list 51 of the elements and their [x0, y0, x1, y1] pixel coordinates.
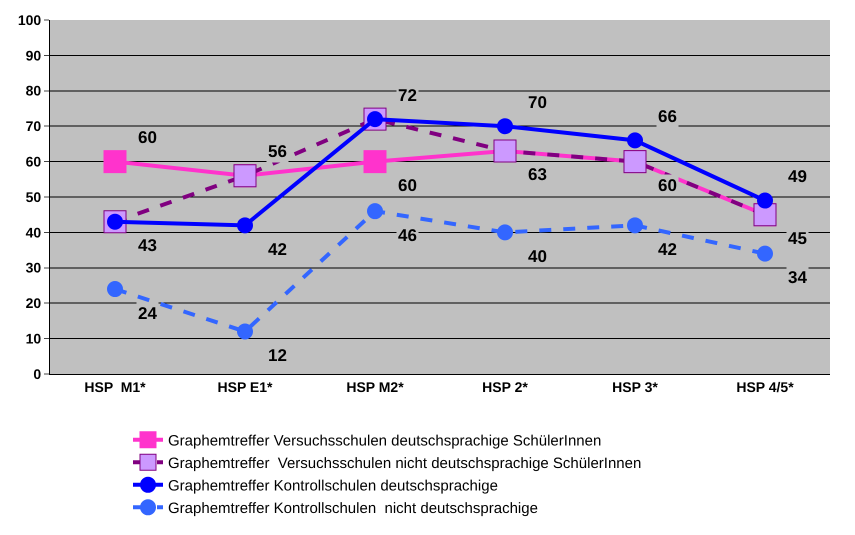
- data-label: 46: [398, 226, 417, 245]
- data-label: 60: [398, 176, 417, 195]
- data-label: 34: [788, 268, 808, 287]
- data-label: 72: [398, 86, 417, 105]
- point: [627, 132, 643, 148]
- data-label: 66: [658, 107, 677, 126]
- legend-label: Graphemtreffer Versuchsschulen nicht deutschsprachige SchülerInnen: [168, 455, 642, 472]
- y-tick-label: 40: [26, 224, 42, 240]
- point: [237, 217, 253, 234]
- x-tick-label: HSP M1*: [84, 378, 146, 395]
- y-tick-label: 30: [26, 260, 42, 276]
- data-label: 43: [138, 236, 157, 255]
- data-label: 40: [528, 247, 547, 266]
- x-tick-label: HSP 3*: [612, 378, 658, 395]
- point: [237, 324, 253, 340]
- data-label: 49: [788, 167, 807, 186]
- data-label: 12: [268, 346, 287, 365]
- y-tick-label: 80: [26, 82, 42, 99]
- y-tick-label: 50: [26, 188, 42, 205]
- legend-label: Graphemtreffer Versuchsschulen deutschsprachige SchülerInnen: [168, 432, 602, 450]
- x-tick-label: HSP E1*: [218, 378, 274, 395]
- point: [364, 150, 386, 174]
- point: [497, 118, 513, 134]
- data-label: 42: [658, 240, 677, 259]
- data-label: 70: [528, 93, 547, 112]
- y-tick-label: 60: [26, 154, 42, 170]
- data-label: 45: [788, 229, 807, 248]
- point: [367, 203, 383, 220]
- x-tick-label: HSP 4/5*: [736, 378, 794, 395]
- y-tick-label: 70: [26, 118, 42, 134]
- point: [757, 246, 773, 262]
- x-tick-label: HSP M2*: [346, 378, 404, 395]
- y-tick-label: 0: [33, 366, 42, 382]
- y-tick-label: 20: [26, 295, 42, 312]
- data-label: 42: [268, 240, 287, 259]
- y-tick-label: 10: [26, 330, 42, 346]
- legend-label: Graphemtreffer Kontrollschulen nicht deutschsprachige: [168, 500, 538, 518]
- data-label: 60: [658, 176, 677, 195]
- point: [757, 192, 773, 209]
- legend-label: Graphemtreffer Kontrollschulen deutschsprachige: [168, 478, 498, 495]
- data-label: 56: [268, 142, 287, 161]
- point: [107, 281, 123, 298]
- data-label: 63: [528, 165, 547, 184]
- data-label: 24: [138, 304, 158, 323]
- y-tick-label: 100: [18, 12, 42, 28]
- data-label: 60: [138, 128, 157, 147]
- y-tick-label: 90: [26, 47, 42, 64]
- point: [627, 217, 643, 234]
- x-tick-label: HSP 2*: [482, 378, 528, 395]
- point: [104, 150, 126, 174]
- point: [497, 224, 513, 240]
